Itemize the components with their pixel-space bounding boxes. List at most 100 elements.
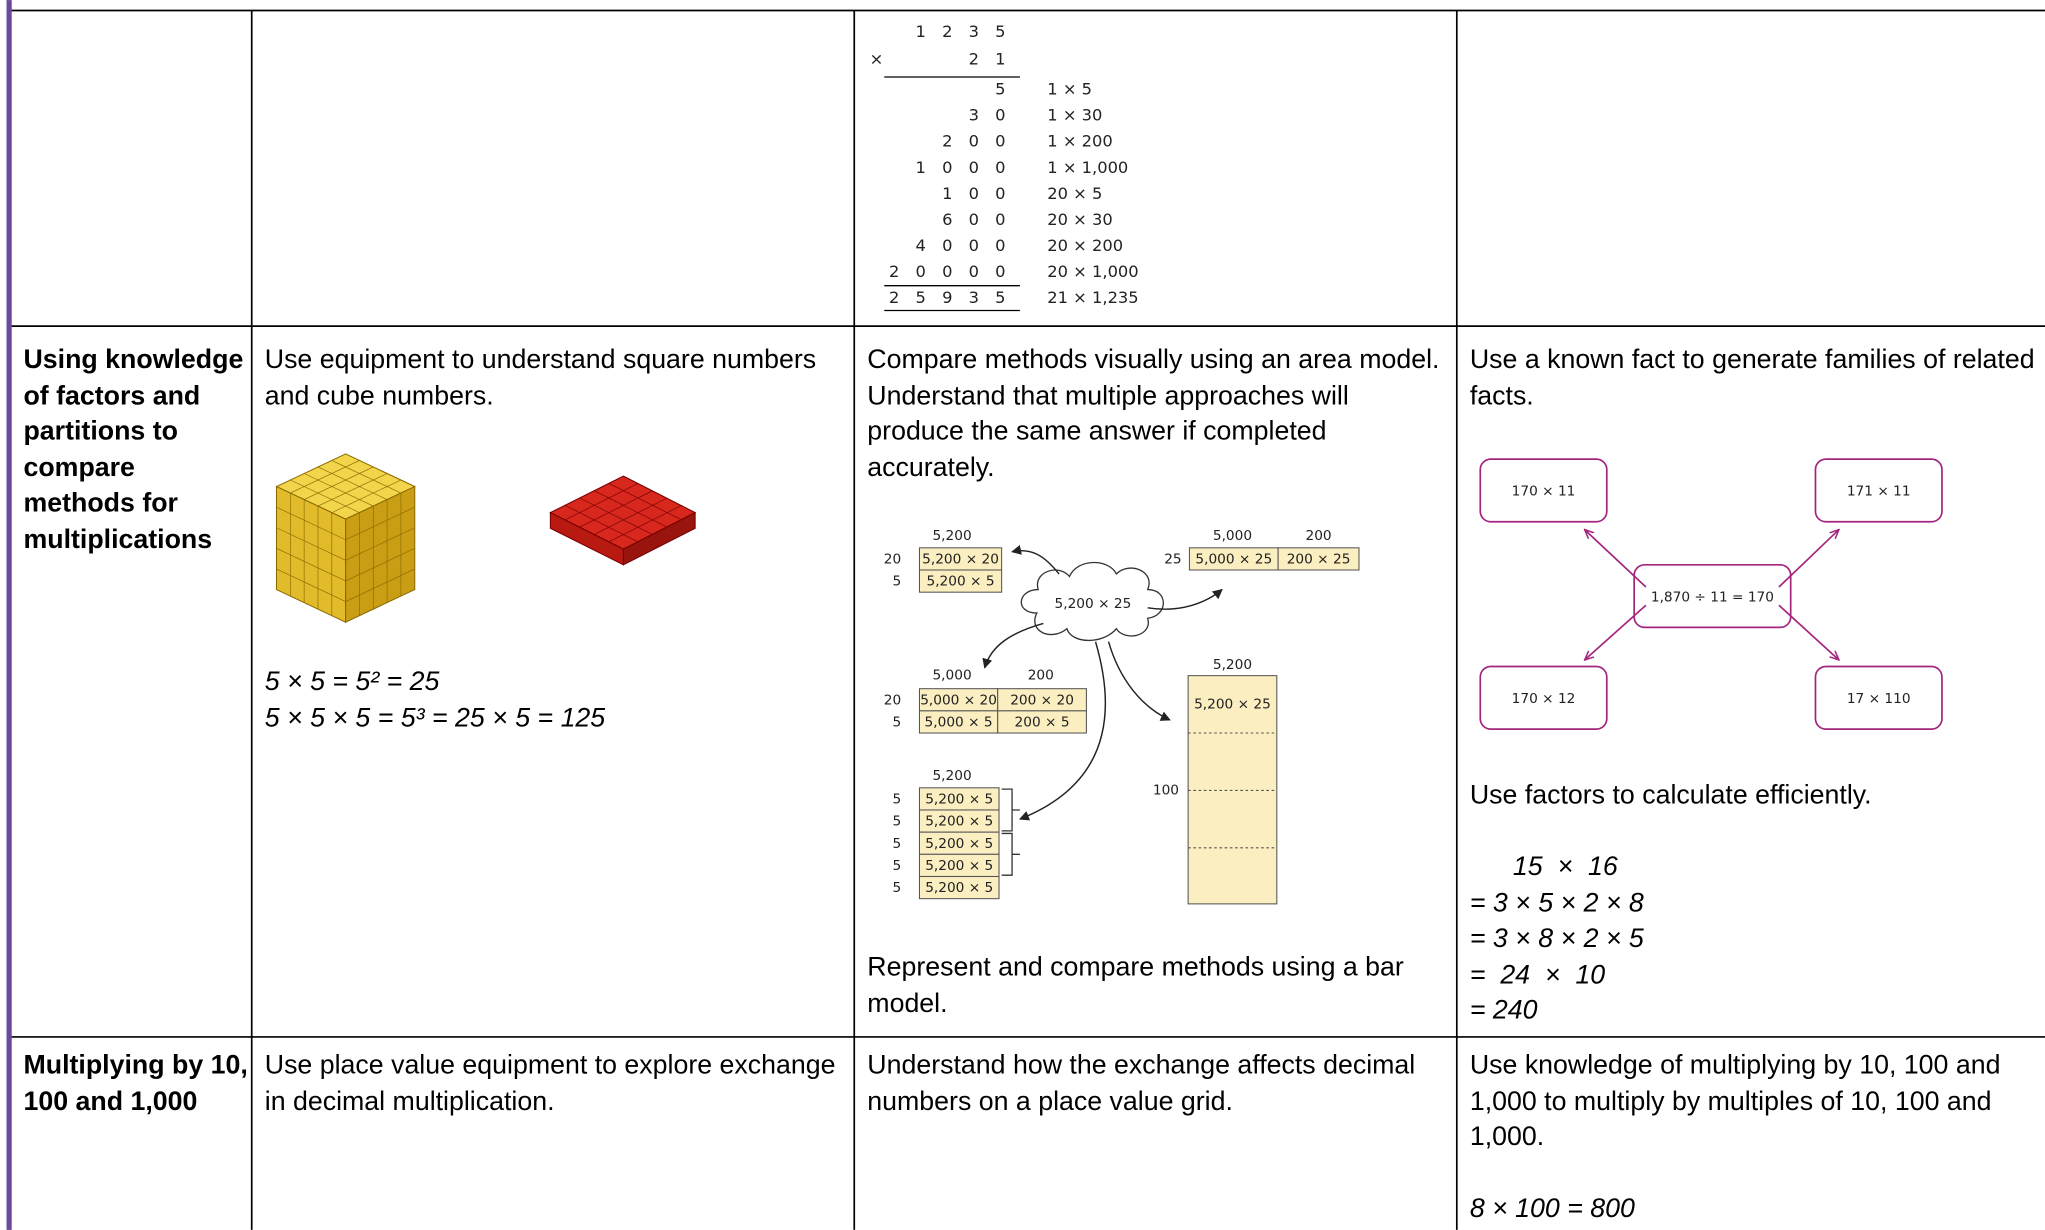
- cube-grid: [331, 479, 402, 513]
- cell-text: Compare methods visually using an area m…: [867, 344, 1440, 482]
- equation: 5 × 5 × 5 = 5³ = 25 × 5 = 125: [264, 703, 606, 734]
- centre-fact-box: [1633, 563, 1792, 629]
- equation: 8 × 100 = 800: [1470, 1193, 1635, 1223]
- area-cell-label: 5,200 × 5: [925, 792, 993, 808]
- cell-text: Use knowledge of multiplying by 10, 100 …: [1469, 1049, 2001, 1152]
- row-factor: 5: [892, 792, 901, 808]
- cell-text: Use place value equipment to explore exc…: [264, 1049, 836, 1116]
- arrow: [1011, 544, 1060, 575]
- cell-text: Use factors to calculate efficiently.: [1470, 780, 1872, 810]
- cube-grid: [304, 473, 374, 507]
- area-cell-label: 200 × 25: [1287, 552, 1351, 568]
- step-note: 20 × 30: [1047, 210, 1112, 229]
- factor-line: 15 × 16: [1513, 852, 1618, 882]
- area-cell: [1277, 547, 1360, 571]
- cube-grid: [345, 527, 415, 561]
- digits: 4000: [916, 236, 1022, 255]
- cube-grid: [276, 527, 346, 561]
- column-total: 200: [1305, 528, 1331, 544]
- digits: 100: [942, 184, 1022, 203]
- column-total: 200: [1028, 668, 1054, 684]
- left-accent-bar: [6, 0, 12, 1230]
- area-cell: [918, 875, 1000, 900]
- area-cell-label: 5,000 × 25: [1195, 552, 1272, 568]
- bar-marker: 100: [1153, 782, 1179, 798]
- centre-fact: 1,870 ÷ 11 = 170: [1651, 589, 1774, 605]
- row-heading: Using knowledge of factors and partition…: [23, 344, 243, 553]
- fact-arrow: [1778, 604, 1839, 660]
- step-note: 1 × 200: [1047, 132, 1112, 151]
- arrow: [1018, 641, 1107, 821]
- cell-text: Use equipment to understand square numbe…: [264, 344, 817, 411]
- slab-grid: [564, 505, 639, 543]
- area-cell-label: 5,200 × 5: [927, 574, 995, 590]
- area-cell: [997, 710, 1087, 734]
- slab-grid: [608, 505, 682, 543]
- related-fact-box: [1814, 458, 1943, 523]
- row-factor: 5: [892, 880, 901, 896]
- digits: 600: [942, 210, 1022, 229]
- row-heading: Multiplying by 10, 100 and 1,000: [23, 1049, 248, 1116]
- cube-grid: [276, 506, 346, 541]
- cell-text: Represent and compare methods using a ba…: [867, 952, 1404, 1018]
- row-factor: 5: [892, 814, 901, 830]
- slab-right: [622, 511, 696, 566]
- step-note: 21 × 1,235: [1047, 288, 1138, 307]
- row-factor: 20: [884, 692, 901, 708]
- related-fact: 171 × 11: [1847, 484, 1911, 500]
- area-cell-label: 5,200 × 20: [922, 552, 999, 568]
- row-factor: 5: [892, 574, 901, 590]
- fact-arrow: [1778, 530, 1839, 588]
- brace: [1001, 788, 1020, 876]
- cell-text: Understand how the exchange affects deci…: [867, 1049, 1416, 1116]
- area-cell-label: 5,000 × 20: [920, 692, 997, 708]
- cell-text: Understand how the exchange affects deci…: [867, 1049, 1416, 1116]
- slab-grid: [608, 483, 682, 521]
- arrow: [1147, 588, 1223, 610]
- area-cell-label: 5,200 × 5: [925, 858, 993, 874]
- cube-grid: [345, 568, 415, 602]
- area-cell: [918, 569, 1003, 593]
- cube-grid: [304, 466, 374, 500]
- operator: ×: [870, 50, 884, 69]
- digits: 25935: [889, 288, 1022, 307]
- slab-grid: [564, 483, 639, 521]
- digits: 5: [995, 80, 1022, 99]
- related-fact: 170 × 12: [1512, 691, 1576, 707]
- area-cell-label: 5,200 × 5: [925, 880, 993, 896]
- row-factor: 25: [1164, 552, 1181, 568]
- column-total: 5,000: [932, 668, 971, 684]
- area-cell-label: 5,000 × 5: [925, 715, 993, 731]
- digits: 1000: [916, 158, 1022, 177]
- column-total: 5,200: [932, 768, 971, 784]
- cube-right: [345, 485, 416, 623]
- row-heading: Multiplying by 10, 100 and 1,000: [23, 1049, 248, 1116]
- factor-line: = 240: [1469, 995, 1538, 1026]
- factor-line: = 3 × 5 × 2 × 8: [1470, 888, 1644, 918]
- fact-arrow: [1585, 604, 1647, 660]
- bar-total: 5,200: [1213, 657, 1252, 673]
- cell-text: Compare methods visually using an area m…: [867, 344, 1440, 482]
- related-fact-box: [1814, 665, 1943, 730]
- factor-line: = 24 × 10: [1470, 959, 1605, 989]
- row-factor: 5: [892, 858, 901, 874]
- area-cell-label: 5,200 × 5: [925, 814, 993, 830]
- cloud-label: 5,200 × 25: [1055, 596, 1132, 612]
- step-note: 1 × 1,000: [1047, 158, 1128, 177]
- step-note: 20 × 5: [1047, 184, 1102, 203]
- related-fact: 170 × 11: [1512, 484, 1576, 500]
- digits: 30: [969, 106, 1022, 125]
- equation: 5 × 5 = 5² = 25: [264, 666, 440, 697]
- cell-text: Use equipment to understand square numbe…: [264, 344, 817, 411]
- cell-text: Use place value equipment to explore exc…: [264, 1049, 836, 1116]
- step-note: 20 × 1,000: [1047, 262, 1138, 281]
- related-fact-box: [1479, 458, 1608, 523]
- slab-grid: [594, 497, 668, 535]
- fact-arrow: [1585, 530, 1647, 588]
- area-cell-label: 5,200 × 5: [925, 836, 993, 852]
- area-cell-label: 200 × 20: [1010, 692, 1074, 708]
- digits: 200: [942, 132, 1022, 151]
- cell-text: Use knowledge of multiplying by 10, 100 …: [1469, 1049, 2001, 1152]
- row-factor: 5: [892, 715, 901, 731]
